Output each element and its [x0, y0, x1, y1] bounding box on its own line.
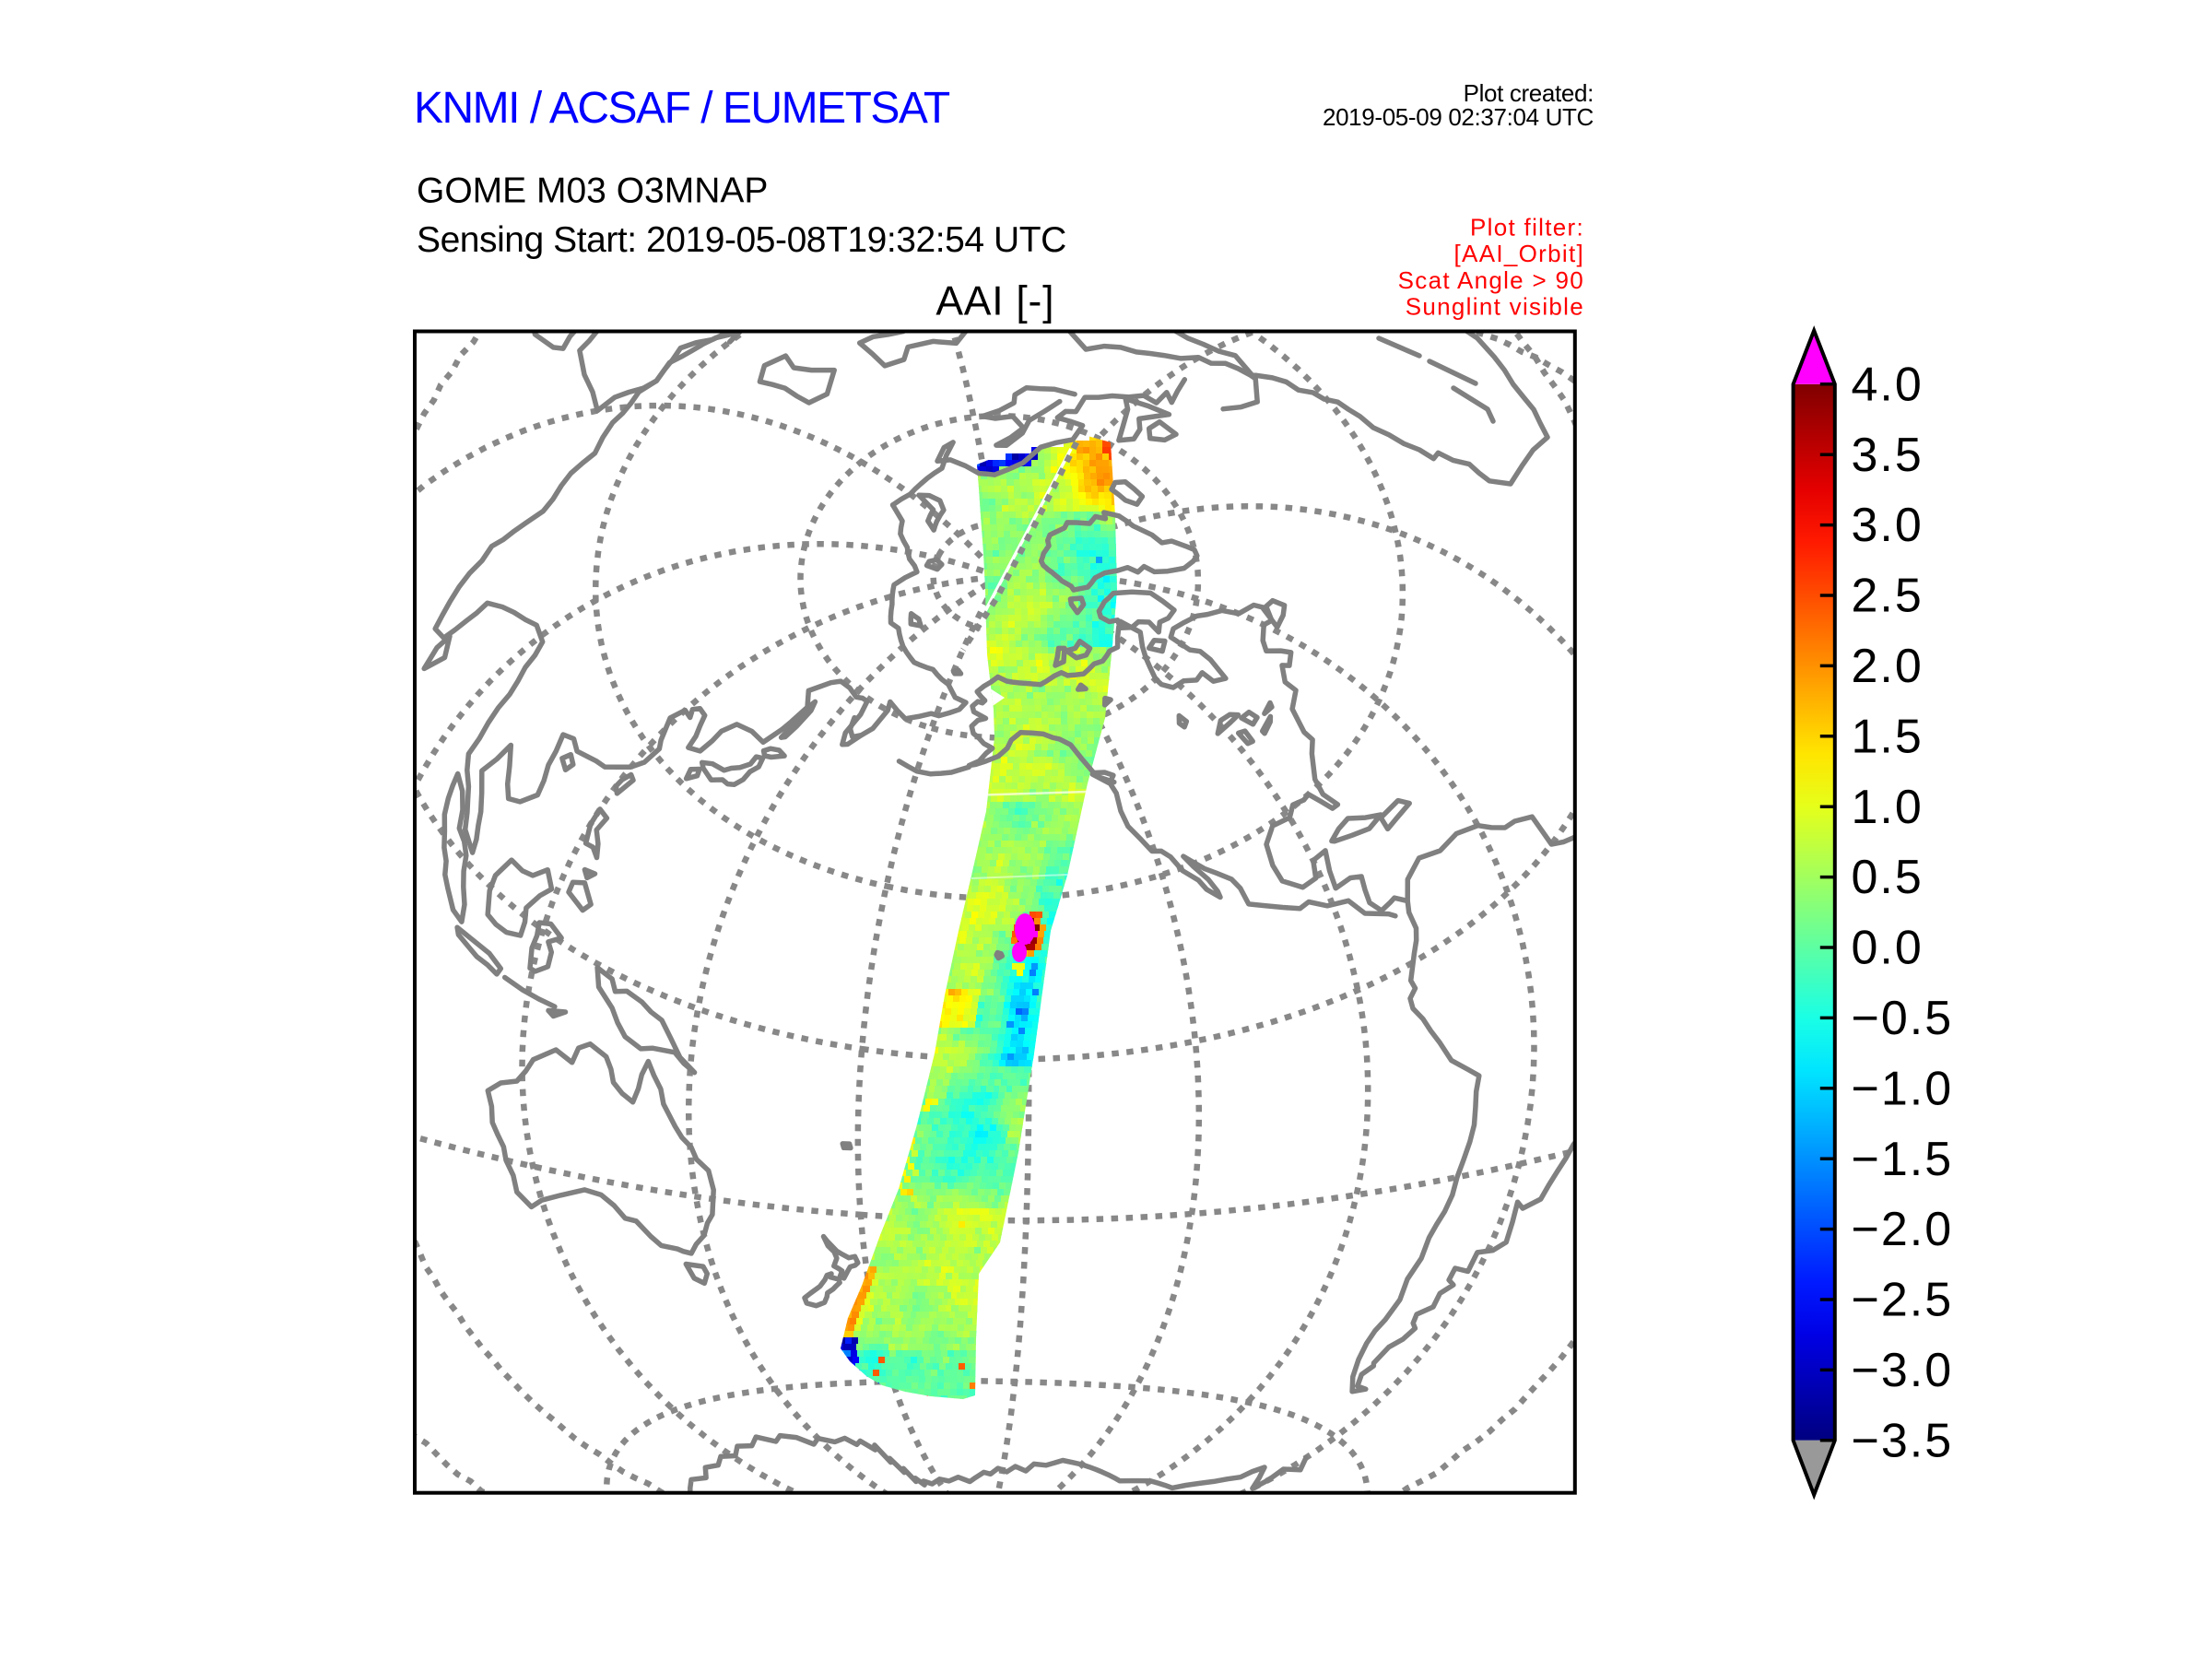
svg-text:2019-05-09 02:37:04 UTC: 2019-05-09 02:37:04 UTC — [1323, 103, 1594, 131]
svg-text:3.0: 3.0 — [1852, 499, 1924, 552]
svg-text:GOME M03 O3MNAP: GOME M03 O3MNAP — [417, 171, 768, 211]
svg-text:0.0: 0.0 — [1852, 922, 1924, 975]
svg-text:[AAI_Orbit]: [AAI_Orbit] — [1454, 240, 1584, 267]
svg-text:−0.5: −0.5 — [1852, 992, 1954, 1045]
svg-text:Plot created:: Plot created: — [1464, 79, 1594, 107]
svg-text:AAI [-]: AAI [-] — [935, 278, 1054, 324]
svg-text:1.5: 1.5 — [1852, 710, 1924, 763]
svg-text:−3.0: −3.0 — [1852, 1344, 1954, 1397]
svg-text:3.5: 3.5 — [1852, 429, 1924, 482]
svg-text:Scat Angle > 90: Scat Angle > 90 — [1398, 266, 1584, 294]
svg-text:0.5: 0.5 — [1852, 851, 1924, 904]
svg-text:4.0: 4.0 — [1852, 358, 1924, 411]
svg-text:−1.5: −1.5 — [1852, 1133, 1954, 1186]
svg-text:−2.0: −2.0 — [1852, 1203, 1954, 1256]
svg-text:Sunglint visible: Sunglint visible — [1406, 292, 1584, 320]
svg-text:1.0: 1.0 — [1852, 781, 1924, 834]
svg-text:−2.5: −2.5 — [1852, 1274, 1954, 1327]
svg-text:−1.0: −1.0 — [1852, 1062, 1954, 1115]
svg-text:Sensing Start: 2019-05-08T19:3: Sensing Start: 2019-05-08T19:32:54 UTC — [417, 220, 1066, 260]
svg-text:Plot filter:: Plot filter: — [1470, 213, 1584, 241]
svg-text:2.5: 2.5 — [1852, 570, 1924, 623]
svg-text:2.0: 2.0 — [1852, 640, 1924, 693]
svg-text:KNMI / ACSAF / EUMETSAT: KNMI / ACSAF / EUMETSAT — [414, 84, 950, 133]
svg-text:−3.5: −3.5 — [1852, 1414, 1954, 1467]
